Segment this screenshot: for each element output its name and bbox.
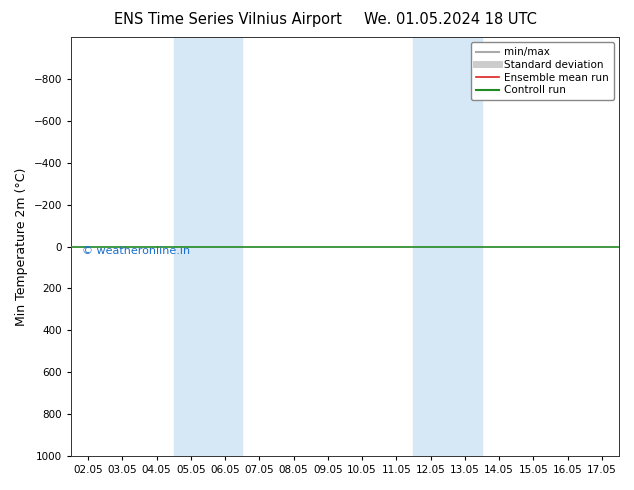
Y-axis label: Min Temperature 2m (°C): Min Temperature 2m (°C): [15, 167, 28, 326]
Bar: [413, 37, 482, 456]
Bar: [174, 37, 242, 456]
Text: We. 01.05.2024 18 UTC: We. 01.05.2024 18 UTC: [364, 12, 536, 27]
Text: ENS Time Series Vilnius Airport: ENS Time Series Vilnius Airport: [114, 12, 342, 27]
Text: © weatheronline.in: © weatheronline.in: [82, 245, 190, 256]
Legend: min/max, Standard deviation, Ensemble mean run, Controll run: min/max, Standard deviation, Ensemble me…: [470, 42, 614, 100]
